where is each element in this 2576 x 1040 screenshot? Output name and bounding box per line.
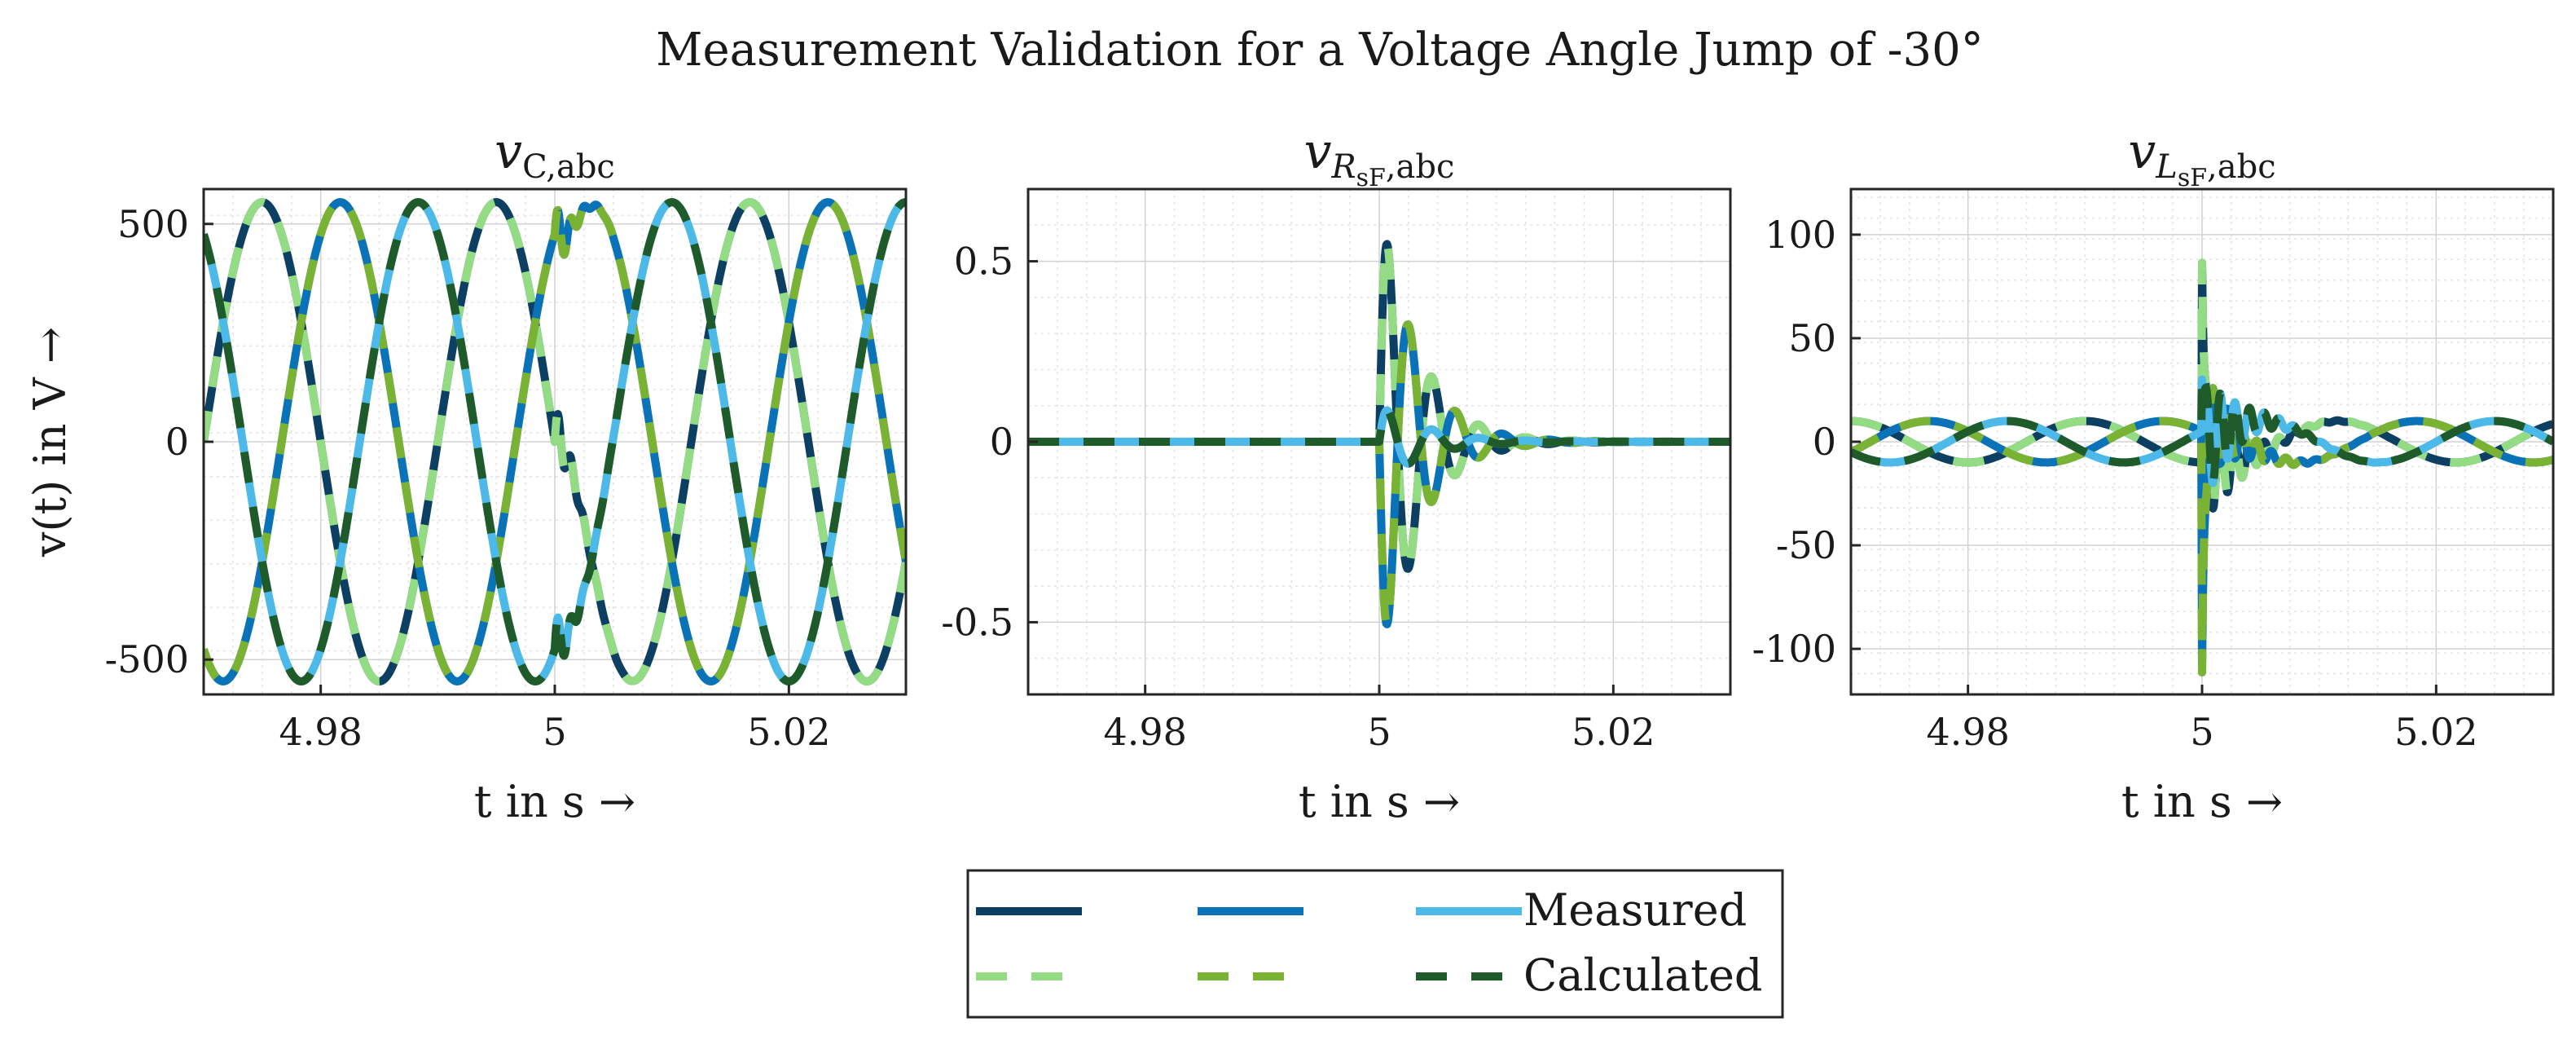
y-axis-label: v(t) in V → [24, 327, 76, 557]
x-tick-label: 5 [1367, 710, 1391, 754]
calculated-line-phase-c [1851, 375, 2553, 487]
legend-box [966, 869, 1784, 1019]
series-group [1851, 258, 2553, 676]
x-tick-label: 4.98 [279, 710, 362, 754]
legend-calculated-label: Calculated [1523, 950, 1763, 1001]
panel-title-tail: ,abc [2207, 148, 2276, 186]
panel-2: 4.98 5 5.02 -0.5 0 0.5 t in s → vRsF,abc [941, 123, 1732, 827]
series-group [1028, 240, 1730, 628]
legend-measured-label: Measured [1523, 884, 1747, 936]
series-group [204, 198, 906, 685]
x-tick-label: 4.98 [1103, 710, 1186, 754]
panel-title-main: v [1304, 123, 1332, 180]
y-tick-label: 0 [990, 420, 1013, 464]
panel-title-sub: C,abc [522, 148, 615, 186]
x-tick-label: 5 [543, 710, 566, 754]
y-tick-label: 0 [1813, 420, 1836, 464]
panel-1: 4.98 5 5.02 -500 0 500 t in s → v(t) in V → vC,a… [24, 123, 908, 827]
x-axis-label: t in s → [1299, 776, 1460, 827]
y-tick-label: 0.5 [954, 240, 1013, 284]
panel-title-tail: ,abc [1386, 148, 1455, 186]
x-tick-label: 5.02 [1572, 710, 1655, 754]
calculated-line-phase-b [204, 198, 906, 685]
calculated-line-phase-c [1028, 406, 1730, 468]
y-tick-label: 0 [165, 420, 189, 464]
x-tick-label: 5.02 [747, 710, 830, 754]
y-tick-label: 100 [1765, 213, 1836, 257]
panel-title-sub: R [1330, 148, 1356, 186]
panel-title-subsub: sF [1356, 164, 1386, 192]
calculated-line-phase-c [204, 198, 906, 685]
legend: Measured Calculated [966, 869, 1784, 1019]
panel-title: vLsF,abc [2128, 123, 2275, 192]
legend-lines [976, 907, 1522, 981]
y-tick-label: -100 [1752, 627, 1836, 671]
y-tick-label: 500 [117, 202, 189, 246]
figure-title: Measurement Validation for a Voltage Ang… [656, 24, 1984, 77]
panel-3: 4.98 5 5.02 -100 -50 0 50 100 t in s → vLsF,abc [1752, 123, 2555, 827]
panel-title: vC,abc [495, 123, 615, 186]
y-tick-label: -500 [105, 637, 189, 681]
x-axis-label: t in s → [2121, 776, 2283, 827]
x-tick-label: 5.02 [2394, 710, 2477, 754]
panel-title-sub: L [2155, 148, 2178, 186]
x-tick-label: 5 [2190, 710, 2213, 754]
panel-title-main: v [2128, 123, 2156, 180]
y-tick-label: -50 [1776, 523, 1836, 567]
calculated-line-phase-a [1851, 258, 2553, 513]
y-tick-label: 50 [1788, 316, 1836, 360]
panel-title-main: v [495, 123, 522, 180]
x-tick-label: 4.98 [1926, 710, 2009, 754]
panel-title-subsub: sF [2178, 164, 2207, 192]
panel-title: vRsF,abc [1304, 123, 1455, 192]
y-tick-label: -0.5 [941, 600, 1013, 644]
x-axis-label: t in s → [474, 776, 635, 827]
